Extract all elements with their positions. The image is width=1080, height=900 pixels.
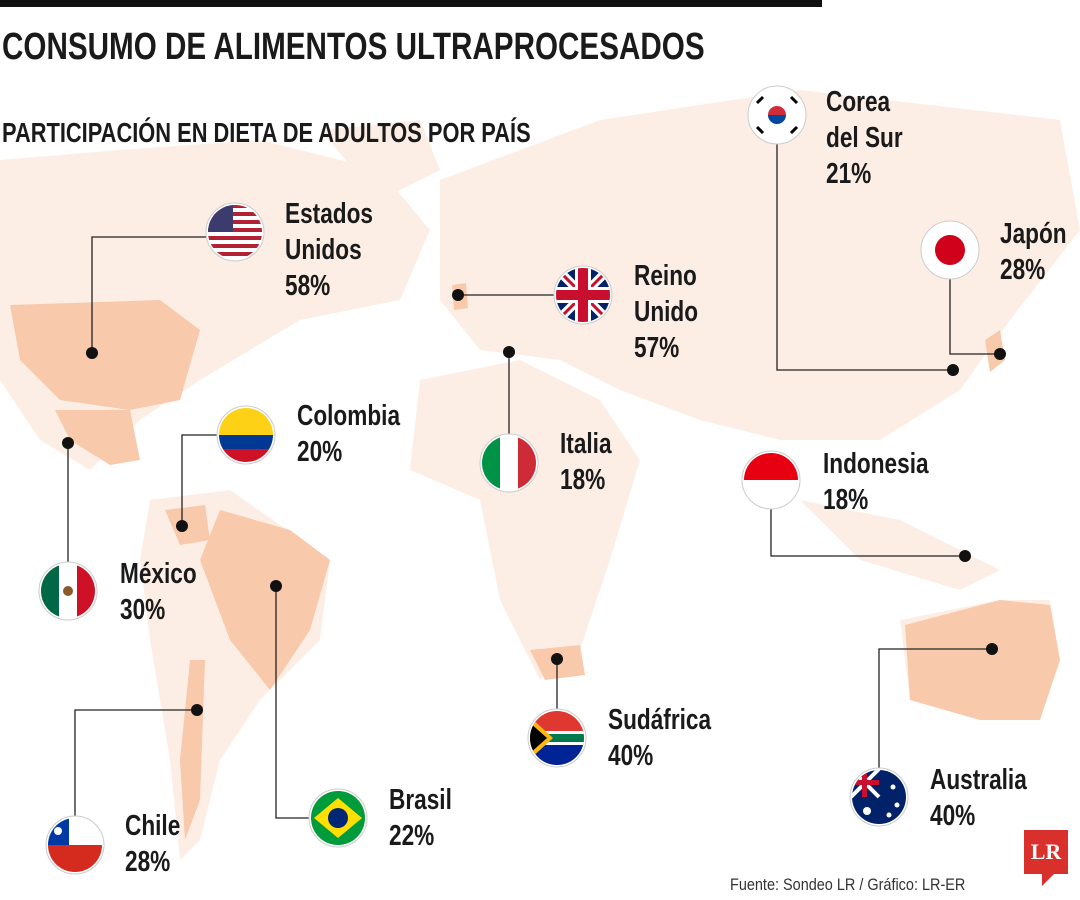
country-value: 30% bbox=[120, 594, 166, 626]
country-value: 18% bbox=[823, 484, 869, 516]
country-label: Japón 28% bbox=[1000, 216, 1080, 288]
country-name: Chile bbox=[125, 810, 181, 842]
location-dot bbox=[452, 289, 464, 301]
chile-flag-icon bbox=[45, 815, 105, 875]
location-dot bbox=[191, 704, 203, 716]
country-name: Australia bbox=[930, 764, 1027, 796]
country-value: 28% bbox=[1000, 254, 1046, 286]
south-korea-flag-icon bbox=[747, 85, 807, 145]
country-name: Sudáfrica bbox=[608, 704, 712, 736]
country-name: Italia bbox=[560, 428, 612, 460]
indonesia-flag-icon bbox=[741, 450, 801, 510]
lr-logo: LR bbox=[1024, 830, 1068, 886]
connector-line bbox=[770, 508, 965, 557]
mexico-shape bbox=[55, 410, 140, 465]
japan-flag-icon bbox=[920, 220, 980, 280]
colombia-flag-icon bbox=[216, 405, 276, 465]
usa-shape bbox=[10, 300, 200, 410]
connector-line bbox=[91, 236, 207, 353]
country-label: Sudáfrica 40% bbox=[608, 702, 740, 774]
country-name: Unidos bbox=[285, 234, 362, 266]
country-name: Brasil bbox=[389, 784, 452, 816]
country-name: Reino bbox=[634, 260, 697, 292]
australia-shape bbox=[905, 600, 1060, 720]
location-dot bbox=[959, 550, 971, 562]
location-dot bbox=[503, 346, 515, 358]
brazil-flag-icon bbox=[308, 788, 368, 848]
location-dot bbox=[270, 580, 282, 592]
connector-line bbox=[181, 434, 218, 526]
location-dot bbox=[176, 520, 188, 532]
country-value: 58% bbox=[285, 270, 331, 302]
country-label: Australia 40% bbox=[930, 762, 1054, 834]
country-label: México 30% bbox=[120, 556, 218, 628]
country-value: 28% bbox=[125, 846, 171, 878]
location-dot bbox=[994, 348, 1006, 360]
top-rule bbox=[0, 0, 822, 7]
country-label: Reino Unido 57% bbox=[634, 258, 716, 366]
location-dot bbox=[947, 364, 959, 376]
connector-line bbox=[74, 709, 197, 817]
country-label: Colombia 20% bbox=[297, 398, 429, 470]
country-name: Corea bbox=[826, 86, 891, 118]
country-value: 22% bbox=[389, 820, 435, 852]
source-note: Fuente: Sondeo LR / Gráfico: LR-ER bbox=[730, 875, 966, 894]
location-dot bbox=[986, 643, 998, 655]
country-name: Estados bbox=[285, 198, 374, 230]
country-label: Chile 28% bbox=[125, 808, 196, 880]
connector-line bbox=[878, 648, 992, 769]
southeast-asia-land bbox=[800, 500, 1000, 590]
country-name: Unido bbox=[634, 296, 699, 328]
brazil-shape bbox=[200, 510, 330, 690]
country-label: Estados Unidos 58% bbox=[285, 196, 398, 304]
connector-line bbox=[275, 586, 310, 819]
location-dot bbox=[62, 437, 74, 449]
country-name: del Sur bbox=[826, 122, 903, 154]
greenland-land bbox=[320, 120, 440, 200]
country-label: Italia 18% bbox=[560, 426, 626, 498]
connector-line bbox=[949, 278, 1000, 355]
country-value: 20% bbox=[297, 436, 343, 468]
country-name: Colombia bbox=[297, 400, 401, 432]
location-dot bbox=[551, 653, 563, 665]
country-label: Indonesia 18% bbox=[823, 446, 958, 518]
country-value: 40% bbox=[930, 800, 976, 832]
italy-flag-icon bbox=[479, 433, 539, 493]
uk-flag-icon bbox=[553, 265, 613, 325]
country-name: Indonesia bbox=[823, 448, 929, 480]
country-value: 40% bbox=[608, 740, 654, 772]
australia-flag-icon bbox=[849, 767, 909, 827]
country-name: Japón bbox=[1000, 218, 1067, 250]
page-subtitle: PARTICIPACIÓN EN DIETA DE ADULTOS POR PA… bbox=[2, 117, 531, 148]
country-value: 18% bbox=[560, 464, 606, 496]
country-label: Brasil 22% bbox=[389, 782, 470, 854]
location-dot bbox=[86, 347, 98, 359]
us-flag-icon bbox=[205, 202, 265, 262]
country-name: México bbox=[120, 558, 197, 590]
eurasia-land bbox=[440, 90, 1080, 440]
page-title: CONSUMO DE ALIMENTOS ULTRAPROCESADOS bbox=[2, 26, 705, 68]
country-value: 57% bbox=[634, 332, 680, 364]
country-value: 21% bbox=[826, 158, 872, 190]
connector-line bbox=[776, 143, 953, 371]
africa-land bbox=[410, 360, 640, 680]
mexico-flag-icon bbox=[38, 561, 98, 621]
south-africa-flag-icon bbox=[527, 708, 587, 768]
country-label: Corea del Sur 21% bbox=[826, 84, 924, 192]
